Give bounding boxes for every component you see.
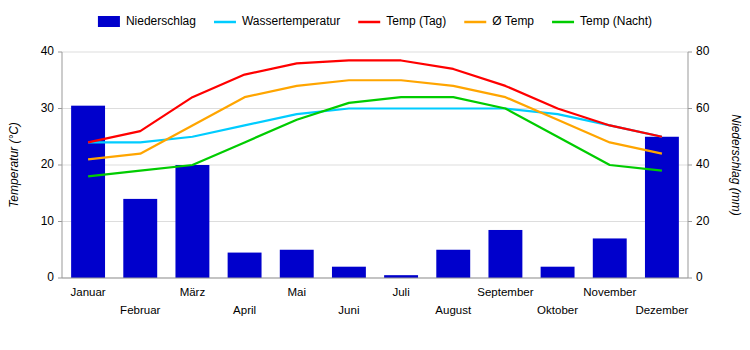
tick-label: 40 [41,44,55,58]
tick [58,278,62,279]
x-tick-label: Juli [392,286,409,298]
x-tick-label: Mai [287,286,306,298]
tick [688,52,692,53]
legend-label: Ø Temp [492,14,534,28]
x-tick-label: November [583,286,636,298]
tick-label: 0 [696,270,703,284]
tick [58,165,62,166]
tick-label: 30 [41,101,55,115]
legend-swatch [358,21,380,24]
legend-label: Temp (Tag) [386,14,446,28]
y2-axis-title: Niederschlag (mm) [729,114,743,215]
x-tick-label: Februar [120,304,160,316]
tick-label: 20 [696,214,710,228]
bar [228,253,262,278]
legend-label: Niederschlag [126,14,196,28]
bar [123,199,157,278]
tick-label: 0 [47,270,54,284]
line [88,97,662,176]
legend-label: Wassertemperatur [242,14,340,28]
chart: 0 10 20 30 40 0 20 40 60 80 Januar Februar März April… [0,0,750,350]
tick [688,221,692,222]
line [88,60,662,142]
legend-item: Niederschlag [98,14,196,28]
grid-line [62,165,688,166]
legend-swatch [552,21,574,24]
bar [593,238,627,278]
y-axis-title: Temperatur (°C) [7,122,21,208]
tick [58,108,62,109]
bar [541,267,575,278]
tick-label: 60 [696,101,710,115]
bar [280,250,314,278]
x-tick-label: September [477,286,533,298]
x-tick-label: August [435,304,472,316]
x-axis-line [62,278,688,279]
legend-item: Ø Temp [464,14,534,28]
x-tick-label: April [233,304,256,316]
legend-item: Temp (Nacht) [552,14,652,28]
tick-label: 40 [696,157,710,171]
bar [71,106,105,278]
x-tick-label: Oktober [537,304,578,316]
tick-label: 10 [41,214,55,228]
tick [688,165,692,166]
legend-item: Temp (Tag) [358,14,446,28]
tick [688,108,692,109]
plot-area [71,60,679,278]
bar [488,230,522,278]
tick [688,278,692,279]
bar [175,165,209,278]
x-tick-label: Dezember [635,304,688,316]
x-tick-label: Juni [338,304,359,316]
legend-swatch [214,21,236,24]
grid [62,52,688,278]
tick-label: 80 [696,44,710,58]
legend-swatch [464,21,486,24]
legend: Niederschlag Wassertemperatur Temp (Tag) Ø … [98,14,652,28]
tick [58,221,62,222]
grid-line [62,52,688,53]
bar [436,250,470,278]
legend-label: Temp (Nacht) [580,14,652,28]
tick-label: 20 [41,157,55,171]
legend-item: Wassertemperatur [214,14,340,28]
axes: 0 10 20 30 40 0 20 40 60 80 Januar Februar März April… [41,44,710,316]
grid-line [62,278,688,279]
x-tick-label: März [180,286,206,298]
bar [645,137,679,278]
tick [58,52,62,53]
x-tick-label: Januar [70,286,105,298]
bar [332,267,366,278]
legend-swatch [98,16,120,27]
